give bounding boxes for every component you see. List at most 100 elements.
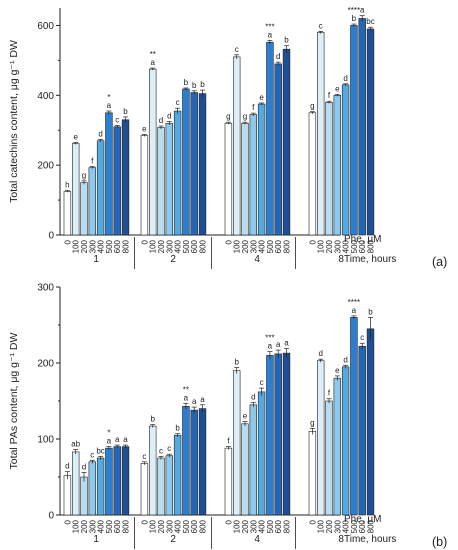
significance-letter: c <box>235 45 239 54</box>
y-tick-label: 400 <box>37 91 54 102</box>
y-axis-label: Total PAs content, μg g⁻¹ DW <box>8 332 20 469</box>
bar <box>308 112 317 236</box>
panel-label: (a) <box>432 255 447 269</box>
y-tick-label: 0 <box>48 511 54 522</box>
bar <box>157 457 165 516</box>
category-label: 0 <box>140 519 149 524</box>
bar <box>80 476 88 516</box>
bar <box>182 406 190 516</box>
time-group-label: 4 <box>254 534 260 545</box>
bar <box>350 317 358 516</box>
significance-letter: d <box>159 116 163 125</box>
significance-stars: * <box>107 93 110 102</box>
category-label: 500 <box>105 239 114 253</box>
bar <box>165 122 173 236</box>
bar <box>157 127 165 236</box>
category-label: 600 <box>274 239 283 253</box>
significance-letter: a <box>284 339 289 348</box>
bar <box>241 122 249 236</box>
bar <box>96 457 105 516</box>
significance-letter: a <box>107 437 112 446</box>
bar <box>88 167 97 236</box>
bar <box>333 95 341 236</box>
significance-letter: c <box>90 450 94 459</box>
category-label: 800 <box>199 519 208 533</box>
category-label: 500 <box>266 239 275 253</box>
significance-letter: e <box>142 124 147 133</box>
significance-letter: e <box>259 93 264 102</box>
bar <box>325 101 333 236</box>
y-tick-label: 300 <box>37 283 54 294</box>
category-label: 500 <box>266 519 275 533</box>
significance-letter: c <box>176 98 180 107</box>
bar <box>266 355 274 516</box>
category-label: 0 <box>63 239 72 244</box>
panel-a-chart: 0 2 0 0 400 600 Total catechins content, μg g⁻… <box>8 6 447 269</box>
category-label: 400 <box>174 519 183 533</box>
time-group-label: 1 <box>93 254 99 265</box>
bar <box>72 451 80 516</box>
significance-letter: g <box>82 171 86 180</box>
category-label: 100 <box>233 239 242 253</box>
category-label: 0 <box>224 239 233 244</box>
bar <box>316 360 325 516</box>
time-group-label: 2 <box>170 254 176 265</box>
significance-letter: d <box>82 462 86 471</box>
bar <box>113 126 121 236</box>
bar <box>233 370 241 516</box>
category-label: 400 <box>342 519 351 533</box>
significance-letter: f <box>91 157 94 166</box>
significance-letter: e <box>335 84 340 93</box>
category-label: 500 <box>350 519 359 533</box>
y-tick-label: 200 <box>37 359 54 370</box>
bar <box>350 25 358 236</box>
y-tick-label: 600 <box>37 21 54 32</box>
significance-letter: h <box>65 180 69 189</box>
x-unit-caption: Phe, μM <box>344 234 381 245</box>
bar <box>96 140 105 236</box>
significance-letter: b <box>175 424 180 433</box>
significance-stars: *** <box>265 334 274 343</box>
bar <box>198 93 207 236</box>
significance-letter: a <box>184 393 189 402</box>
category-label: 200 <box>241 519 250 533</box>
category-label: 800 <box>283 239 292 253</box>
category-label: 300 <box>333 239 342 253</box>
significance-letter: c <box>142 452 146 461</box>
bar <box>282 48 291 236</box>
significance-letter: a <box>200 395 205 404</box>
bar <box>325 400 333 516</box>
significance-letter: a <box>123 435 128 444</box>
significance-letter: e <box>73 132 78 141</box>
bar <box>165 455 173 516</box>
category-label: 800 <box>367 519 376 533</box>
category-label: 400 <box>258 239 267 253</box>
significance-letter: a <box>360 6 365 15</box>
significance-stars: ** <box>183 385 189 394</box>
significance-stars: * <box>107 429 110 438</box>
category-label: 800 <box>367 239 376 253</box>
category-label: 100 <box>233 519 242 533</box>
bar <box>224 447 233 516</box>
category-label: 0 <box>224 519 233 524</box>
significance-letter: g <box>226 112 230 121</box>
time-group-label: 2 <box>170 534 176 545</box>
bar <box>249 114 257 236</box>
category-label: 0 <box>63 519 72 524</box>
time-group-label: 4 <box>254 254 260 265</box>
category-label: 100 <box>72 239 81 253</box>
significance-letter: b <box>284 36 289 45</box>
category-label: 300 <box>249 519 258 533</box>
bar <box>198 408 207 516</box>
significance-letter: e <box>335 366 340 375</box>
bar <box>63 191 72 236</box>
significance-letter: g <box>310 102 314 111</box>
bar <box>140 135 149 236</box>
panel-label: (b) <box>432 535 447 549</box>
y-tick-label: 0 <box>48 231 54 242</box>
y-axis-label: Total catechins content, μg g⁻¹ DW <box>8 40 20 203</box>
bar <box>241 423 249 516</box>
category-label: 200 <box>80 519 89 533</box>
bar <box>63 475 72 516</box>
